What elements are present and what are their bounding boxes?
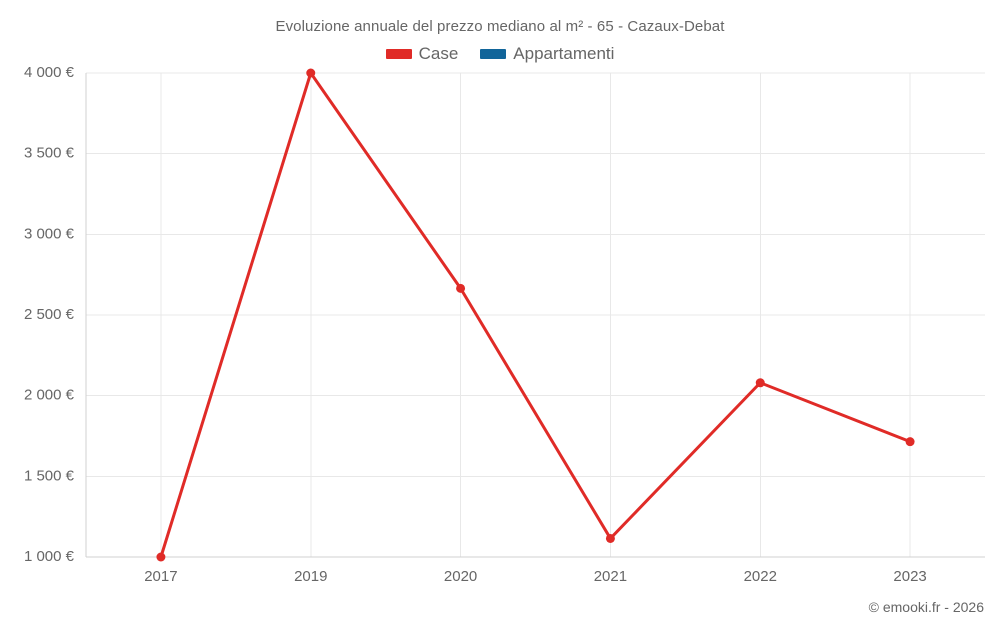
x-axis-tick-label: 2022 [744,568,777,585]
legend-swatch-case [385,49,412,59]
legend-item-appartamenti[interactable]: Appartamenti [480,44,614,64]
y-axis-tick-label: 2 500 € [24,306,75,323]
x-axis-tick-label: 2017 [144,568,177,585]
footer-credit: © emooki.fr - 2026 [868,599,984,615]
y-axis-tick-label: 3 000 € [24,225,75,242]
y-axis-tick-label: 3 500 € [24,145,75,162]
data-point-case[interactable] [156,552,166,562]
chart-legend: Case Appartamenti [0,44,1000,64]
y-axis-tick-label: 1 500 € [24,467,75,484]
x-axis-tick-label: 2020 [444,568,477,585]
legend-label-case: Case [418,44,459,63]
x-axis-tick-label: 2021 [594,568,627,585]
x-axis-tick-label: 2023 [893,568,926,585]
data-point-case[interactable] [456,283,466,293]
data-point-case[interactable] [306,68,316,78]
data-point-case[interactable] [905,437,915,447]
legend-swatch-appartamenti [480,49,507,59]
legend-item-case[interactable]: Case [385,44,459,64]
chart-title: Evoluzione annuale del prezzo mediano al… [275,18,725,35]
data-point-case[interactable] [605,533,615,543]
y-axis-tick-label: 4 000 € [24,64,75,81]
data-point-case[interactable] [755,378,765,388]
y-axis-tick-label: 2 000 € [24,387,75,404]
y-axis-tick-label: 1 000 € [24,548,75,565]
x-axis-tick-label: 2019 [294,568,327,585]
series-line-case [159,71,912,559]
legend-label-appartamenti: Appartamenti [513,44,615,63]
